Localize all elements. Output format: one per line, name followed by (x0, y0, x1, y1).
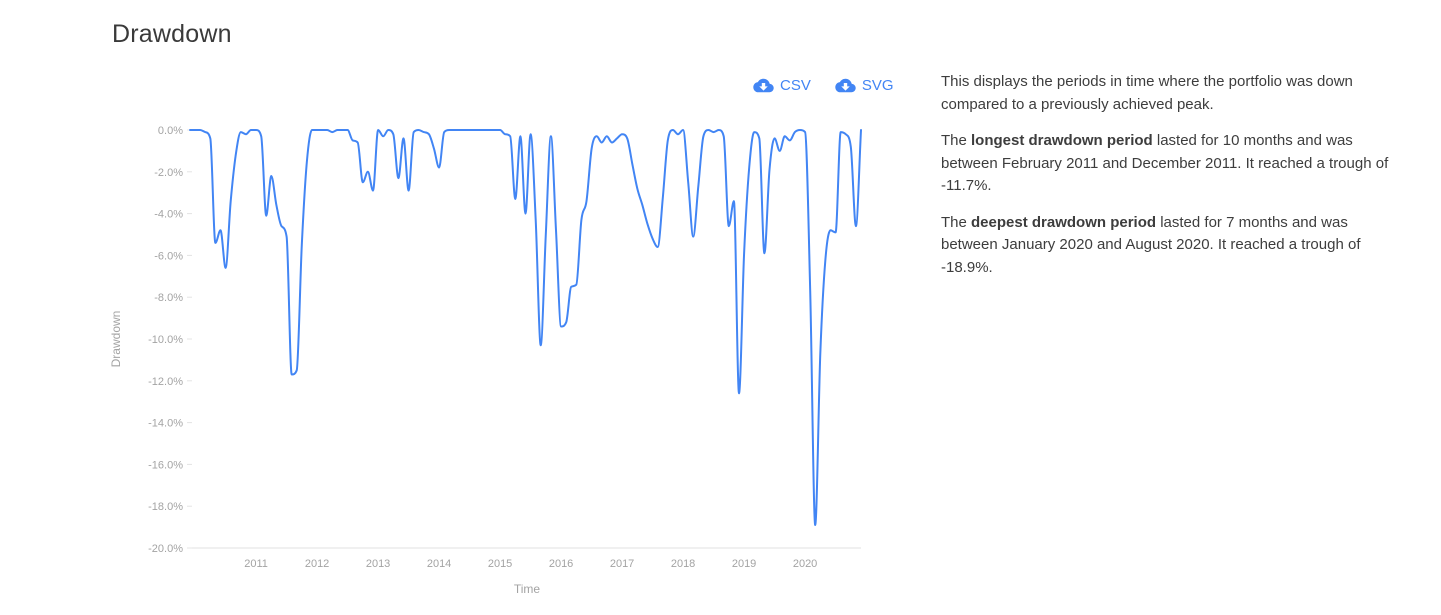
y-axis-title: Drawdown (109, 311, 123, 368)
y-tick-label: -2.0% (154, 167, 183, 179)
y-tick-label: -16.0% (148, 459, 183, 471)
svg-download-button[interactable]: SVG (835, 77, 894, 94)
x-tick-label: 2020 (793, 558, 817, 570)
y-tick-label: -12.0% (148, 376, 183, 388)
y-tick-label: -20.0% (148, 543, 183, 555)
x-tick-label: 2014 (427, 558, 451, 570)
page-title: Drawdown (112, 20, 232, 48)
description-paragraph: The deepest drawdown period lasted for 7… (941, 213, 1361, 276)
x-tick-label: 2019 (732, 558, 756, 570)
y-tick-label: -6.0% (154, 250, 183, 262)
csv-download-button[interactable]: CSV (753, 77, 811, 94)
x-axis-title: Time (514, 582, 541, 596)
export-toolbar: CSV SVG (753, 77, 894, 94)
longest-drawdown-emphasis: longest drawdown period (971, 132, 1153, 149)
chart-description: This displays the periods in time where … (941, 71, 1401, 293)
deepest-drawdown-emphasis: deepest drawdown period (971, 213, 1157, 231)
description-paragraph: The longest drawdown period lasted for 1… (941, 132, 1389, 194)
y-tick-label: -14.0% (148, 418, 183, 430)
svg-button-label: SVG (861, 77, 894, 94)
csv-button-label: CSV (780, 77, 811, 94)
y-axis-ticks: 0.0% -2.0% -4.0% -6.0% -8.0% -10.0% -12.0% -14.… (148, 125, 192, 555)
x-tick-label: 2015 (488, 558, 512, 570)
x-tick-label: 2016 (549, 558, 573, 570)
y-tick-label: -10.0% (148, 334, 183, 346)
x-tick-label: 2018 (671, 558, 695, 570)
x-axis-ticks: 2011 2012 2013 2014 2015 2016 2017 2018 2019 2020 (244, 558, 817, 570)
x-tick-label: 2012 (305, 558, 329, 570)
x-tick-label: 2013 (366, 558, 390, 570)
y-tick-label: -4.0% (154, 209, 183, 221)
y-tick-label: -8.0% (154, 292, 183, 304)
drawdown-line[interactable] (189, 129, 862, 526)
y-tick-label: 0.0% (158, 125, 183, 137)
cloud-download-icon (835, 77, 856, 94)
y-tick-label: -18.0% (148, 501, 183, 513)
x-tick-label: 2017 (610, 558, 634, 570)
cloud-download-icon (753, 77, 774, 94)
description-paragraph: This displays the periods in time where … (941, 73, 1353, 113)
x-tick-label: 2011 (244, 558, 268, 570)
